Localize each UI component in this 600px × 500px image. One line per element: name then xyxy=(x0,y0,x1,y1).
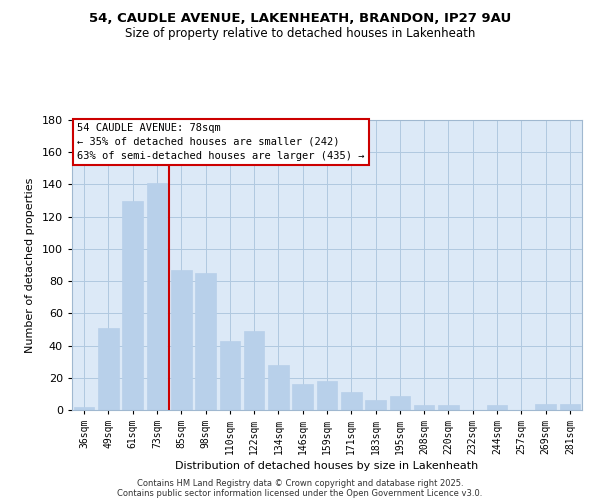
Bar xyxy=(487,405,508,410)
Bar xyxy=(122,200,143,410)
Bar xyxy=(389,396,410,410)
Y-axis label: Number of detached properties: Number of detached properties xyxy=(25,178,35,352)
X-axis label: Distribution of detached houses by size in Lakenheath: Distribution of detached houses by size … xyxy=(175,461,479,471)
Text: 54, CAUDLE AVENUE, LAKENHEATH, BRANDON, IP27 9AU: 54, CAUDLE AVENUE, LAKENHEATH, BRANDON, … xyxy=(89,12,511,26)
Bar xyxy=(317,381,337,410)
Bar xyxy=(365,400,386,410)
Bar xyxy=(98,328,119,410)
Bar xyxy=(268,365,289,410)
Text: Size of property relative to detached houses in Lakenheath: Size of property relative to detached ho… xyxy=(125,28,475,40)
Bar xyxy=(146,183,167,410)
Text: 54 CAUDLE AVENUE: 78sqm
← 35% of detached houses are smaller (242)
63% of semi-d: 54 CAUDLE AVENUE: 78sqm ← 35% of detache… xyxy=(77,123,365,161)
Bar xyxy=(171,270,191,410)
Bar xyxy=(244,331,265,410)
Bar xyxy=(438,405,459,410)
Bar xyxy=(195,273,216,410)
Bar xyxy=(414,405,434,410)
Bar xyxy=(535,404,556,410)
Bar xyxy=(341,392,362,410)
Text: Contains public sector information licensed under the Open Government Licence v3: Contains public sector information licen… xyxy=(118,488,482,498)
Bar xyxy=(74,407,94,410)
Bar xyxy=(292,384,313,410)
Bar xyxy=(560,404,580,410)
Text: Contains HM Land Registry data © Crown copyright and database right 2025.: Contains HM Land Registry data © Crown c… xyxy=(137,478,463,488)
Bar xyxy=(220,340,240,410)
